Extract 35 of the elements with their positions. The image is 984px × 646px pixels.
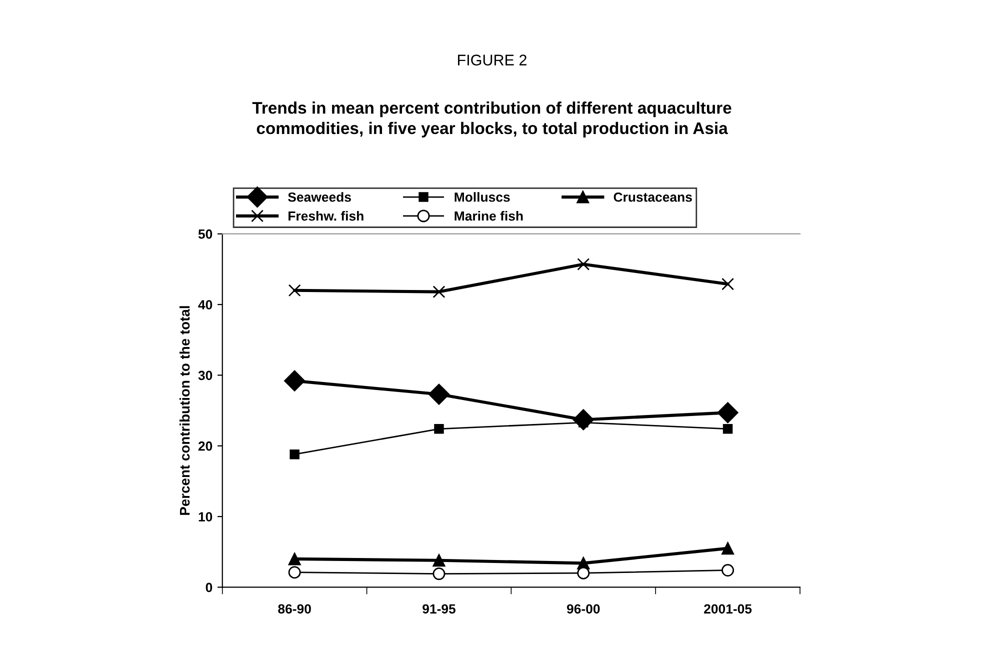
- legend-label: Marine fish: [454, 210, 523, 221]
- y-tick-label: 50: [198, 229, 212, 239]
- legend-label: Crustaceans: [614, 192, 692, 202]
- point: [722, 564, 734, 577]
- point: [577, 566, 590, 580]
- point: [434, 424, 444, 434]
- point: [722, 424, 733, 434]
- point: [432, 286, 446, 298]
- point: [284, 370, 306, 392]
- point: [432, 568, 446, 580]
- point: [288, 284, 301, 297]
- y-tick-label: 10: [198, 512, 212, 522]
- point: [288, 552, 301, 566]
- x-tick-label: 91-95: [422, 604, 456, 614]
- point: [288, 566, 301, 579]
- x-tick-label: 96-00: [566, 604, 600, 614]
- y-tick-label: 20: [198, 441, 212, 451]
- point: [722, 278, 734, 290]
- point: [428, 384, 450, 405]
- legend-label: Freshw. fish: [288, 210, 364, 221]
- point: [432, 554, 446, 567]
- point: [577, 258, 590, 270]
- x-tick-label: 2001-05: [704, 604, 752, 614]
- legend-label: Seaweeds: [288, 192, 351, 202]
- chart-subtitle: Trends in mean percent contribution of different aquaculture commodities, in five year blocks, to total production in Asia: [252, 102, 732, 138]
- chart-title: FIGURE 2: [458, 54, 526, 66]
- point: [722, 542, 734, 555]
- point: [290, 449, 300, 460]
- legend-label: Molluscs: [454, 192, 510, 202]
- point: [717, 402, 738, 424]
- y-tick-label: 40: [198, 300, 212, 310]
- y-tick-label: 0: [206, 582, 212, 592]
- y-axis-title: Percent contribution to the total: [179, 306, 190, 515]
- x-tick-label: 86-90: [278, 604, 311, 614]
- y-tick-label: 30: [198, 370, 212, 380]
